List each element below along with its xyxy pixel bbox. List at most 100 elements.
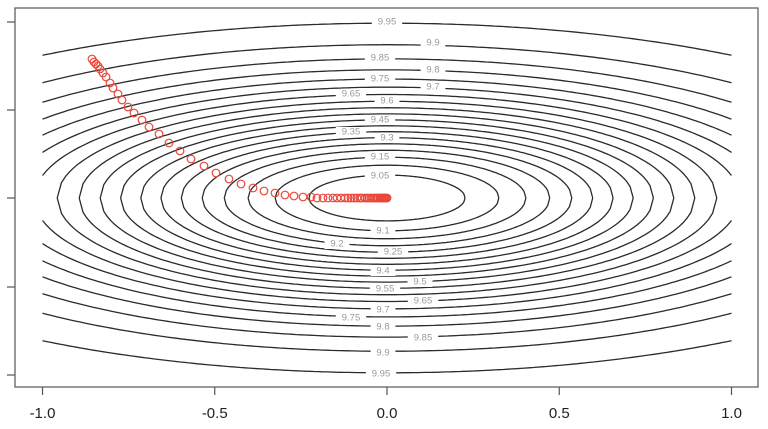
contour-label: 9.1 bbox=[370, 226, 396, 237]
path-point-marker bbox=[186, 154, 196, 164]
path-point-marker bbox=[154, 129, 164, 139]
contour-line bbox=[56, 197, 718, 296]
path-point-marker bbox=[248, 183, 258, 193]
contour-label: 9.85 bbox=[407, 333, 439, 344]
contour-label: 9.75 bbox=[335, 313, 367, 324]
path-point-marker bbox=[280, 190, 290, 200]
contour-line bbox=[78, 107, 696, 199]
path-point-marker bbox=[318, 193, 328, 203]
contour-label: 9.7 bbox=[420, 82, 446, 93]
contour-label-text: 9.3 bbox=[380, 133, 393, 144]
contour-line bbox=[42, 86, 732, 153]
path-point-marker bbox=[137, 115, 147, 125]
contour-label-text: 9.85 bbox=[414, 333, 433, 344]
contour-label: 9.95 bbox=[371, 17, 403, 28]
path-point-marker bbox=[323, 193, 333, 203]
contour-label: 9.05 bbox=[364, 171, 396, 182]
contour-label-text: 9.95 bbox=[378, 17, 397, 28]
path-point-marker bbox=[236, 179, 246, 189]
contour-label-text: 9.9 bbox=[376, 348, 389, 359]
path-point-marker bbox=[199, 161, 209, 171]
contour-label-text: 9.4 bbox=[376, 266, 389, 277]
path-point-marker bbox=[108, 83, 118, 93]
path-point-marker bbox=[336, 193, 346, 203]
path-point-marker bbox=[105, 78, 115, 88]
contour-label: 9.75 bbox=[364, 74, 396, 85]
contour-label-text: 9.15 bbox=[371, 152, 390, 163]
contour-line bbox=[274, 164, 500, 199]
x-tick-label: 0.5 bbox=[549, 405, 570, 422]
contour-label-text: 9.1 bbox=[376, 226, 389, 237]
contour-line bbox=[180, 197, 594, 259]
contour-line bbox=[140, 125, 634, 199]
contour-label-text: 9.7 bbox=[426, 82, 439, 93]
path-point-marker bbox=[175, 146, 185, 156]
contour-label: 9.8 bbox=[420, 65, 446, 76]
path-point-marker bbox=[289, 191, 299, 201]
path-point-marker bbox=[123, 102, 133, 112]
contour-label: 9.2 bbox=[324, 239, 350, 250]
contour-label-text: 9.45 bbox=[371, 115, 390, 126]
contour-line bbox=[42, 293, 732, 338]
contour-label-text: 9.2 bbox=[330, 239, 343, 250]
contour-label: 9.15 bbox=[364, 152, 396, 163]
x-tick-label: 0.0 bbox=[377, 405, 398, 422]
x-tick-label: -1.0 bbox=[30, 405, 56, 422]
contour-label-text: 9.05 bbox=[371, 171, 390, 182]
path-point-marker bbox=[164, 138, 174, 148]
contour-line bbox=[223, 149, 551, 199]
contour-line bbox=[42, 220, 732, 303]
contour-line bbox=[42, 260, 732, 318]
contour-label-text: 9.75 bbox=[371, 74, 390, 85]
contour-line bbox=[247, 197, 527, 240]
path-point-marker bbox=[306, 192, 316, 202]
optimization-path-points bbox=[87, 54, 392, 203]
contour-label-text: 9.8 bbox=[376, 322, 389, 333]
path-point-marker bbox=[346, 193, 356, 203]
contour-label: 9.85 bbox=[364, 53, 396, 64]
contour-line bbox=[42, 44, 732, 84]
contour-label: 9.4 bbox=[370, 266, 396, 277]
contour-lines bbox=[42, 22, 732, 374]
contour-label: 9.5 bbox=[407, 277, 433, 288]
contour-label-text: 9.65 bbox=[342, 89, 361, 100]
contour-line bbox=[119, 197, 655, 277]
contour-label: 9.45 bbox=[364, 115, 396, 126]
path-point-marker bbox=[357, 193, 367, 203]
path-point-marker bbox=[117, 95, 127, 105]
contour-label-text: 9.65 bbox=[414, 296, 433, 307]
contour-line bbox=[160, 197, 614, 265]
contour-line bbox=[223, 197, 551, 247]
contour-label-text: 9.85 bbox=[371, 53, 390, 64]
path-point-marker bbox=[211, 168, 221, 178]
contour-label-text: 9.55 bbox=[376, 284, 395, 295]
contour-label-text: 9.9 bbox=[426, 38, 439, 49]
contour-label: 9.55 bbox=[369, 284, 401, 295]
contour-label-text: 9.7 bbox=[376, 305, 389, 316]
contour-label-text: 9.5 bbox=[413, 277, 426, 288]
contour-label: 9.95 bbox=[365, 369, 397, 380]
contour-label: 9.9 bbox=[370, 348, 396, 359]
contour-line bbox=[99, 113, 675, 199]
y-axis bbox=[7, 21, 15, 376]
path-point-marker bbox=[259, 186, 269, 196]
contour-line bbox=[42, 22, 732, 56]
contour-label-text: 9.95 bbox=[372, 369, 391, 380]
contour-label-text: 9.8 bbox=[426, 65, 439, 76]
path-point-marker bbox=[312, 193, 322, 203]
contour-label-text: 9.6 bbox=[380, 96, 393, 107]
contour-label: 9.3 bbox=[374, 133, 400, 144]
path-point-marker bbox=[113, 89, 123, 99]
path-point-marker bbox=[270, 188, 280, 198]
contour-line bbox=[99, 197, 675, 283]
x-axis: -1.0 -0.5 0.0 0.5 1.0 bbox=[30, 387, 742, 422]
contour-line bbox=[42, 93, 732, 176]
path-point-marker bbox=[101, 72, 111, 82]
contour-label: 9.65 bbox=[335, 89, 367, 100]
path-point-marker bbox=[298, 192, 308, 202]
x-tick-label: 1.0 bbox=[721, 405, 742, 422]
contour-line bbox=[201, 143, 573, 199]
contour-label: 9.8 bbox=[370, 322, 396, 333]
